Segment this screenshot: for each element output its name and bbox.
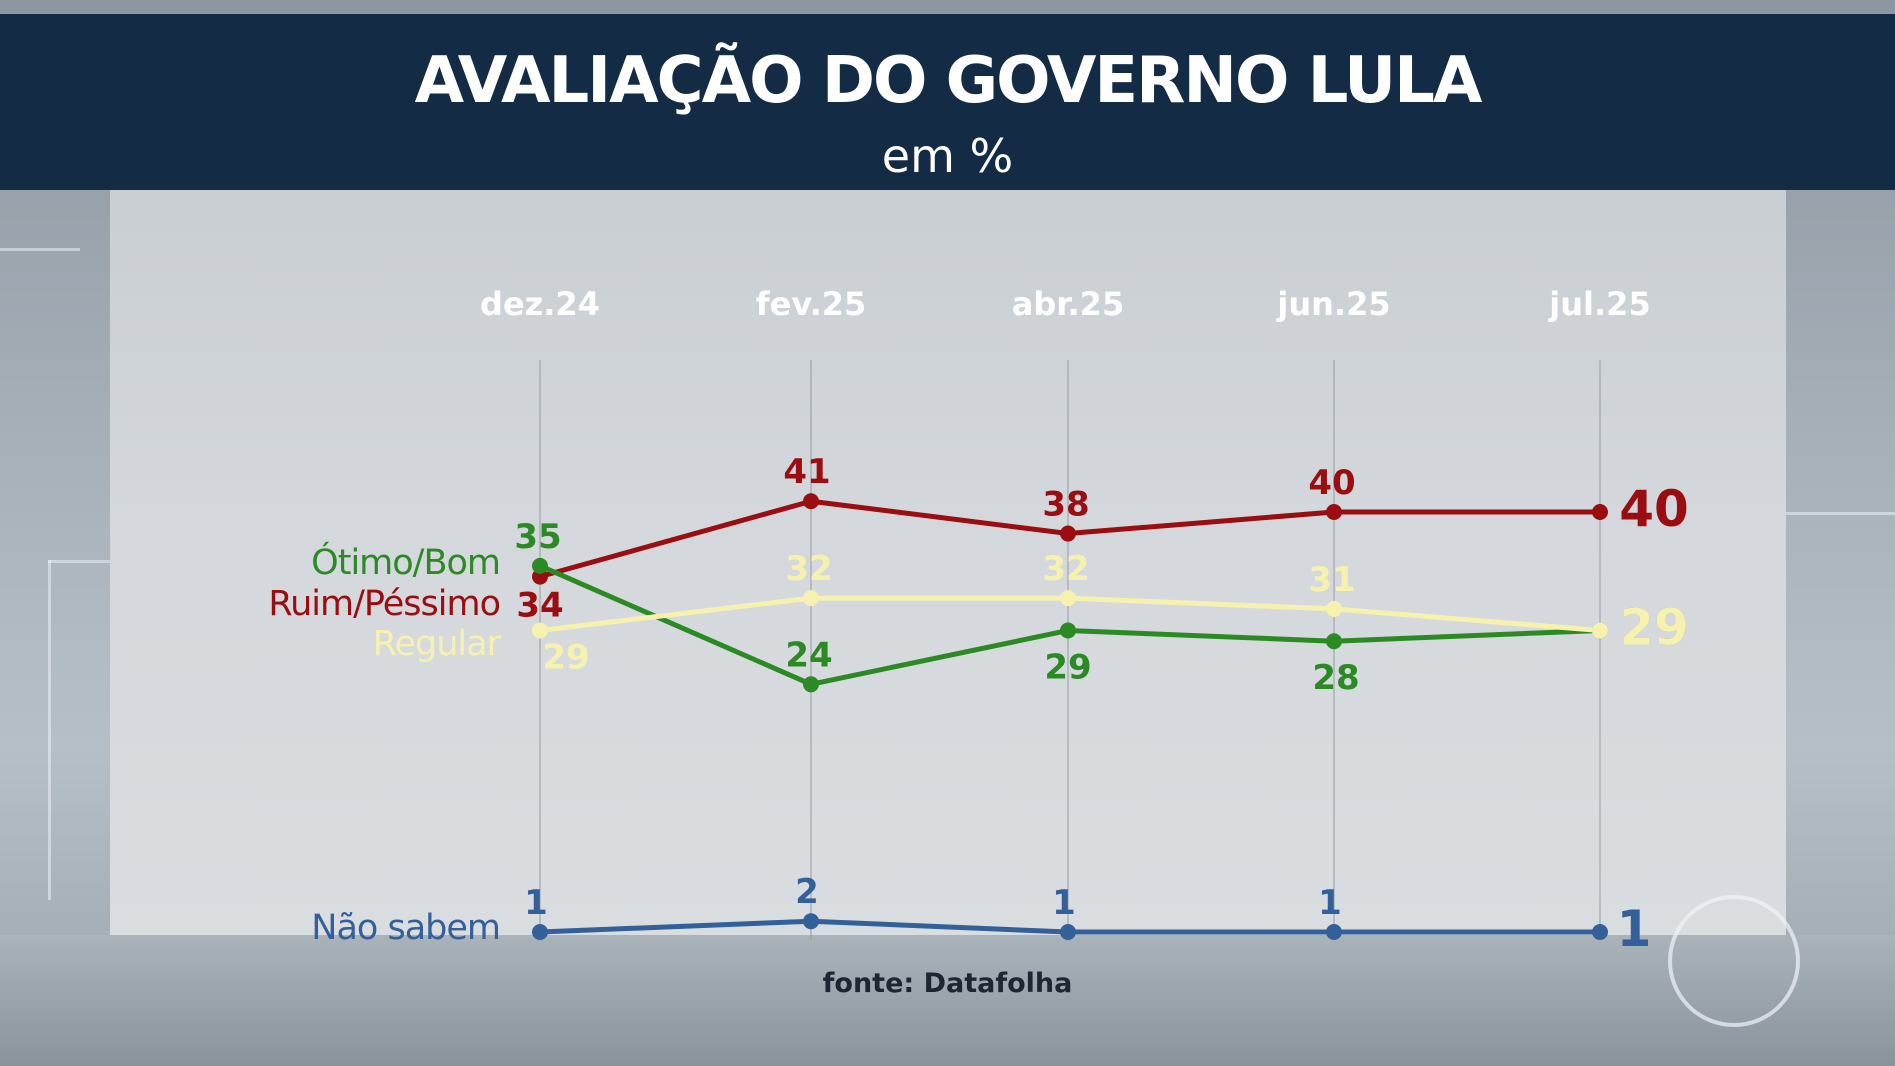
data-label-ruim-pessimo: 40 <box>1308 463 1355 503</box>
data-label-regular: 29 <box>1619 598 1689 656</box>
data-label-otimo-bom: 29 <box>1619 598 1689 656</box>
data-point-nao-sabem <box>803 913 819 930</box>
decor-line <box>48 560 51 900</box>
data-label-ruim-pessimo: 41 <box>783 452 830 492</box>
data-label-otimo-bom: 35 <box>514 517 561 557</box>
data-point-regular <box>532 622 548 639</box>
data-point-ruim-pessimo <box>803 493 819 510</box>
data-point-regular <box>803 590 819 607</box>
legend-nao-sabem: Não sabem <box>311 908 501 948</box>
data-point-ruim-pessimo <box>1060 525 1076 542</box>
data-label-regular: 31 <box>1308 560 1355 600</box>
data-label-ruim-pessimo: 38 <box>1042 485 1089 525</box>
data-label-ruim-pessimo: 34 <box>516 586 563 626</box>
data-label-regular: 29 <box>542 637 589 677</box>
title-banner: AVALIAÇÃO DO GOVERNO LULA em % <box>0 14 1895 190</box>
data-point-otimo-bom <box>1326 633 1342 650</box>
data-point-otimo-bom <box>803 676 819 693</box>
data-label-nao-sabem: 1 <box>1318 883 1342 923</box>
data-label-nao-sabem: 2 <box>795 872 819 912</box>
legend-regular: Regular <box>372 624 501 664</box>
chart-panel <box>110 190 1786 935</box>
data-point-nao-sabem <box>1592 924 1608 940</box>
data-point-regular <box>1592 622 1608 639</box>
x-tick-label: jun.25 <box>1277 285 1391 323</box>
data-point-otimo-bom <box>1060 622 1076 639</box>
data-label-nao-sabem: 1 <box>524 883 548 923</box>
data-point-ruim-pessimo <box>1326 504 1342 520</box>
data-label-nao-sabem: 1 <box>1617 900 1652 958</box>
x-tick-label: dez.24 <box>480 285 600 323</box>
data-point-regular <box>1326 600 1342 617</box>
x-tick-label: abr.25 <box>1011 285 1125 323</box>
data-point-regular <box>1060 590 1076 607</box>
data-point-nao-sabem <box>1060 924 1076 940</box>
legend-ruim-pessimo: Ruim/Péssimo <box>268 584 501 624</box>
source-note: fonte: Datafolha <box>822 968 1073 999</box>
data-label-regular: 32 <box>785 549 832 589</box>
x-tick-label: jul.25 <box>1549 285 1651 323</box>
legend-otimo-bom: Ótimo/Bom <box>311 543 501 583</box>
data-point-ruim-pessimo <box>1592 504 1608 520</box>
data-label-regular: 32 <box>1042 549 1089 589</box>
data-point-nao-sabem <box>532 924 548 940</box>
data-point-otimo-bom <box>532 557 548 574</box>
studio-floor <box>0 935 1895 1066</box>
data-point-nao-sabem <box>1326 924 1342 940</box>
data-label-ruim-pessimo: 40 <box>1619 480 1689 538</box>
x-tick-label: fev.25 <box>755 285 867 323</box>
data-label-nao-sabem: 1 <box>1052 883 1076 923</box>
globo-logo-icon <box>1668 895 1800 1027</box>
decor-line <box>1786 512 1895 515</box>
decor-line <box>0 248 80 251</box>
data-label-otimo-bom: 24 <box>785 635 832 675</box>
data-label-otimo-bom: 29 <box>1044 647 1091 687</box>
page-subtitle: em % <box>881 129 1014 183</box>
decor-line <box>48 560 110 563</box>
data-label-otimo-bom: 28 <box>1312 658 1359 698</box>
page-title: AVALIAÇÃO DO GOVERNO LULA <box>414 44 1483 118</box>
